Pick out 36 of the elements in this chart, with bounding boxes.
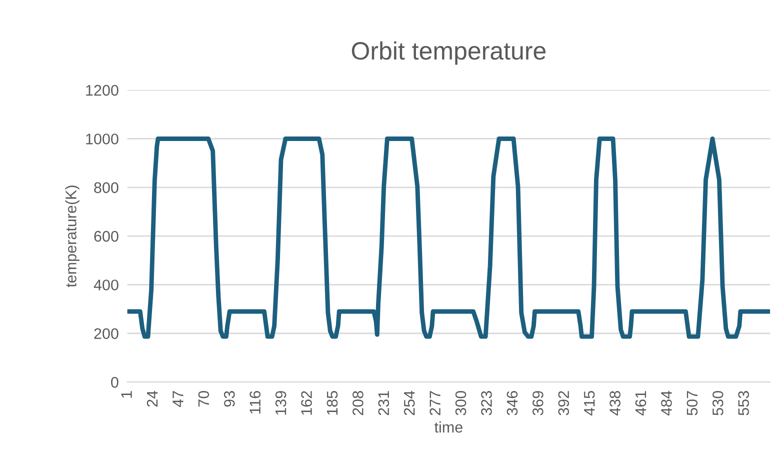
x-tick-label: 254 [404, 390, 415, 416]
x-tick-label: 70 [198, 390, 210, 407]
x-tick-label: 1 [121, 391, 132, 398]
x-tick-label: 185 [326, 391, 338, 415]
y-tick-label: 1200 [86, 84, 118, 96]
x-tick-label: 93 [224, 391, 235, 407]
x-tick-label: 507 [686, 391, 698, 416]
x-tick-label: 530 [712, 390, 724, 416]
x-tick-label: 47 [172, 391, 184, 408]
x-tick-label: 162 [301, 391, 312, 415]
x-tick-label: 139 [275, 391, 286, 415]
x-tick-label: 415 [584, 391, 595, 416]
line-series [127, 136, 770, 339]
y-tick-label: 600 [94, 230, 118, 242]
x-tick-label: 484 [661, 390, 672, 416]
x-tick-label: 323 [481, 391, 492, 416]
y-tick-label: 0 [111, 376, 118, 388]
y-tick-label: 200 [94, 328, 118, 340]
x-tick-label: 116 [250, 391, 261, 414]
x-tick-label: 461 [635, 391, 646, 416]
x-tick-label: 438 [610, 391, 620, 416]
y-tick-label: 400 [94, 280, 118, 290]
x-tick-label: 231 [378, 391, 390, 416]
x-tick-label: 300 [455, 390, 466, 416]
x-tick-label: 208 [352, 391, 364, 416]
x-tick-label: 369 [532, 391, 544, 416]
y-tick-label: 800 [94, 182, 118, 194]
x-tick-label: 277 [430, 391, 440, 416]
x-tick-label: 346 [506, 391, 518, 416]
y-tick-label: 1000 [86, 134, 118, 144]
x-tick-label: 392 [558, 391, 570, 416]
y-axis-title: temperature(K) [65, 186, 80, 288]
x-axis-title: time [434, 421, 462, 433]
x-tick-label: 553 [738, 391, 750, 416]
x-tick-label: 24 [146, 390, 158, 407]
chart-title: Orbit temperature [352, 41, 546, 65]
